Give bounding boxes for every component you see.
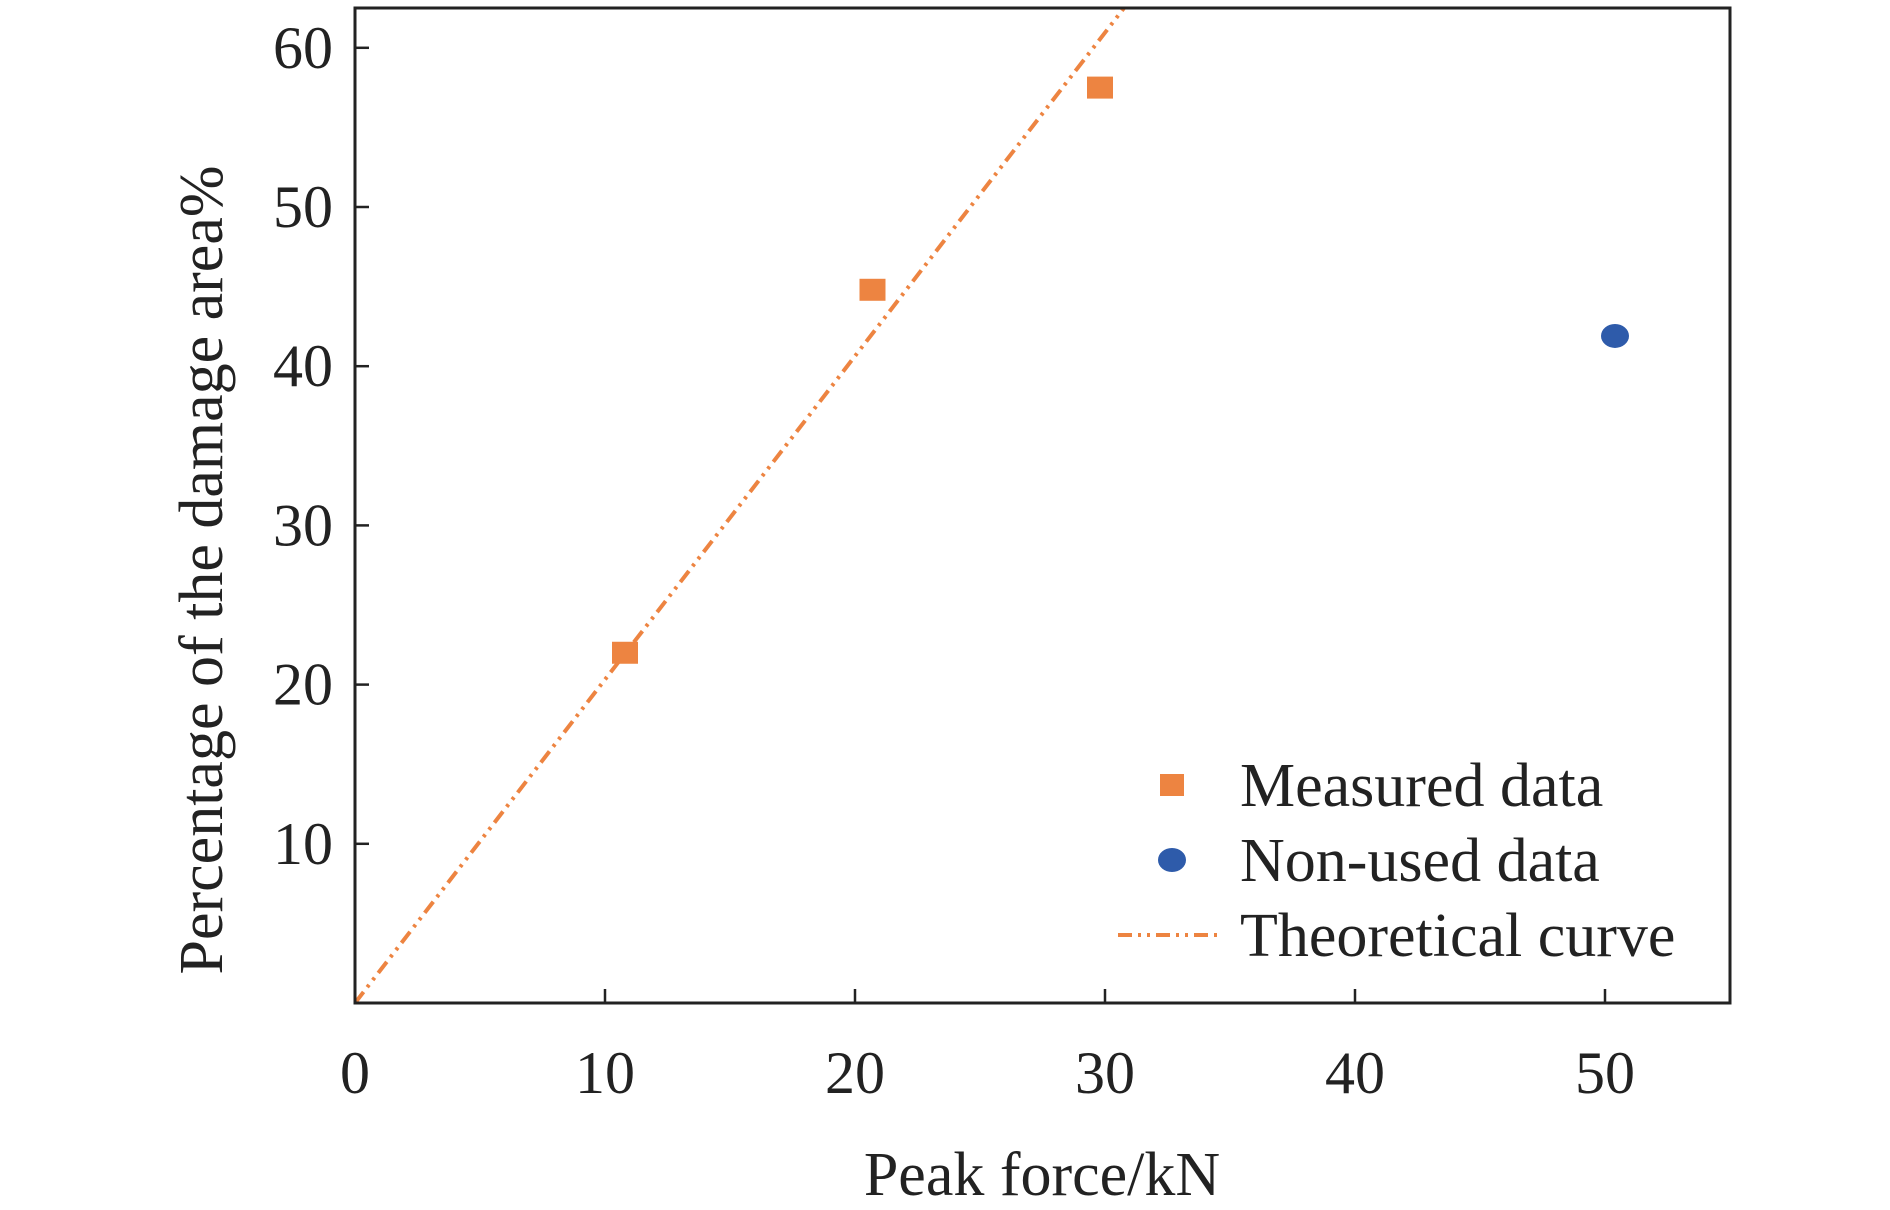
x-tick-label: 50 [1575,1040,1635,1106]
x-tick-label: 40 [1325,1040,1385,1106]
y-tick-label: 30 [273,492,333,558]
y-tick-label: 20 [273,652,333,718]
x-tick-label: 0 [340,1040,370,1106]
legend-label: Theoretical curve [1240,902,1675,970]
legend-non-used-symbol [1158,848,1186,872]
y-tick-label: 60 [273,15,333,81]
theoretical-curve-line [355,8,1127,1003]
plot-frame [353,6,1732,1005]
measured-data-point [612,641,638,664]
x-tick-label: 30 [1075,1040,1135,1106]
measured-data-point [859,278,886,301]
legend-measured-symbol [1160,774,1184,796]
measured-data-point [1087,76,1113,99]
x-axis-title: Peak force/kN [864,1141,1220,1209]
non-used-data-point [1601,323,1629,348]
x-tick-label: 20 [825,1040,885,1106]
legend-label: Non-used data [1240,827,1600,895]
y-tick-label: 50 [273,174,333,240]
x-tick-label: 10 [575,1040,635,1106]
plot-content [355,8,1629,1003]
legend-label: Measured data [1240,752,1603,820]
legend: Measured data Non-used data Theoretical cu… [1118,752,1675,970]
y-axis-ticks: 10 20 30 40 50 60 [273,15,369,877]
y-tick-label: 40 [273,333,333,399]
x-axis-ticks: 0 10 20 30 40 50 [340,989,1635,1106]
y-tick-label: 10 [273,811,333,877]
y-axis-title: Percentage of the damage area% [168,166,236,975]
